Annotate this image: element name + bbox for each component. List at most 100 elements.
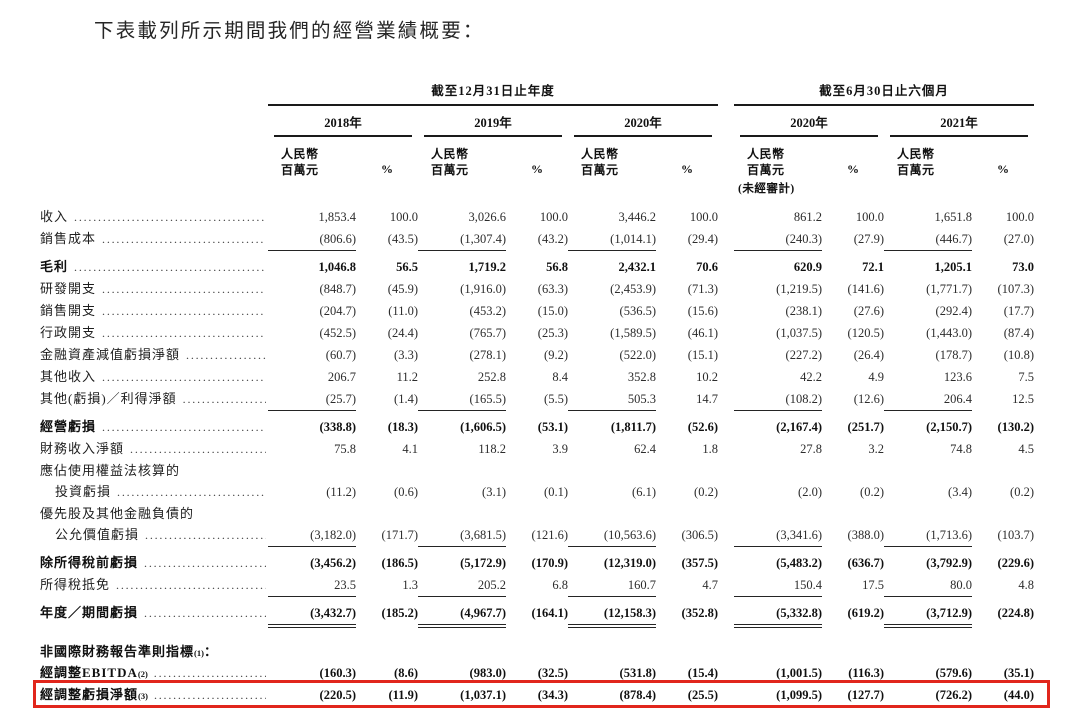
dot-leader [183,389,266,410]
cell-value: (2,167.4) [776,420,822,434]
cell-value: (1,037.1) [460,688,506,702]
cell-value: (27.9) [853,232,884,246]
cell-value: (1,916.0) [460,282,506,296]
cell-value: (3,341.6) [734,525,822,547]
cell-value: (60.7) [325,348,356,362]
cell-value: 1,205.1 [934,260,973,274]
cell-value: (636.7) [847,556,884,570]
cell-value: (5.5) [544,392,568,406]
cell-value: (848.7) [319,282,356,296]
dot-leader [116,575,266,596]
cell-value: (446.7) [884,229,972,251]
dot-leader [154,663,266,684]
cell-value: 100.0 [539,210,568,224]
cell-value: (227.2) [785,348,822,362]
year-header-2020: 2020年 [568,112,718,137]
cell-value: (9.2) [544,348,568,362]
year-header-2018: 2018年 [268,112,418,137]
table-row: 收入 1,853.4 100.0 3,026.6 100.0 3,446.2 100.0 86… [40,206,1034,228]
cell-value: 4.5 [1018,442,1034,456]
table-row: 金融資產減值虧損淨額 (60.7) (3.3) (278.1) (9.2) (522.0)… [40,344,1034,366]
table-row: 經營虧損 (338.8) (18.3) (1,606.5) (53.1) (1,811.7… [40,416,1034,438]
cell-value: (24.4) [387,326,418,340]
cell-value: 206.7 [327,370,356,384]
cell-value: 206.4 [884,389,972,411]
cell-value: (453.2) [469,304,506,318]
cell-value: (17.7) [1003,304,1034,318]
cell-value: (3,432.7) [268,603,356,628]
cell-value: (15.0) [537,304,568,318]
cell-value: (186.5) [381,556,418,570]
table-row: 其他(虧損)／利得淨額(25.7) (1.4)(165.5) (5.5)505.3 1… [40,388,1034,411]
dot-leader [144,603,266,624]
table-row: 公允價值虧損(3,182.0)(171.7)(3,681.5)(121.6)(1… [40,524,1034,547]
dot-leader [130,439,266,460]
cell-value: (452.5) [319,326,356,340]
cell-value: 3,026.6 [468,210,507,224]
cell-value: 1.8 [702,442,718,456]
cell-value: (1,771.7) [926,282,972,296]
cell-value: 4.1 [402,442,418,456]
cell-value: (229.6) [997,556,1034,570]
cell-value: 17.5 [862,578,884,592]
cell-value: (292.4) [935,304,972,318]
year-header-2021-interim: 2021年 [884,112,1034,137]
row-label: 收入 [40,206,268,228]
cell-value: (4,967.7) [418,603,506,628]
cell-value: (25.7) [268,389,356,411]
dot-leader [102,229,266,250]
cell-value: 861.2 [793,210,822,224]
cell-value: (32.5) [537,666,568,680]
cell-value: 150.4 [734,575,822,597]
cell-value: (238.1) [785,304,822,318]
dot-leader [102,301,266,322]
intro-text: 下表載列所示期間我們的經營業績概要： [94,21,485,42]
cell-value: (3,712.9) [884,603,972,628]
cell-value: (522.0) [619,348,656,362]
cell-value: 74.8 [950,442,972,456]
unaudited-note: (未經審計) [738,183,795,195]
dot-leader [74,257,266,278]
percent-header: % [531,162,543,176]
cell-value: (15.4) [687,666,718,680]
unit-header-row: 人民幣 百萬元 % 人民幣 百萬元 % 人民幣 百萬元 % 人民幣 百萬元 % 人民幣百… [40,146,1034,178]
cell-value: (164.1) [531,606,568,620]
cell-value: 4.7 [702,578,718,592]
table-row: 經調整EBITDA(2) (160.3) (8.6) (983.0) (32.5) (53… [40,662,1034,684]
table-row: 毛利 1,046.8 56.5 1,719.2 56.8 2,432.1 70.6 620.9… [40,256,1034,278]
cell-value: 6.8 [552,578,568,592]
cell-value: (141.6) [847,282,884,296]
cell-value: 7.5 [1018,370,1034,384]
cell-value: (34.3) [537,688,568,702]
cell-value: (171.7) [381,528,418,542]
cell-value: (178.7) [935,348,972,362]
cell-value: (306.5) [681,528,718,542]
cell-value: (0.6) [394,485,418,499]
cell-value: (0.1) [544,485,568,499]
header-spacer [40,80,268,106]
unit-header: 人民幣 百萬元 [897,147,935,177]
unit-header: 人民幣 百萬元 [281,147,319,177]
cell-value: (357.5) [681,556,718,570]
cell-value: (1,037.5) [776,326,822,340]
cell-value: 3.2 [868,442,884,456]
table-row: 應佔使用權益法核算的 [40,460,1034,481]
cell-value: 118.2 [478,442,506,456]
cell-value: (103.7) [997,528,1034,542]
row-label: 經調整虧損淨額 (3) [40,684,268,706]
table-row: 其他收入 206.7 11.2 252.8 8.4 352.8 10.2 42.2 4.9 123… [40,366,1034,388]
cell-value: 1.3 [402,578,418,592]
cell-value: (63.3) [537,282,568,296]
cell-value: (25.3) [537,326,568,340]
cell-value: (108.2) [734,389,822,411]
year-header-2020-interim: 2020年 [734,112,884,137]
cell-value: (25.5) [687,688,718,702]
table-row: 除所得稅前虧損 (3,456.2) (186.5) (5,172.9) (170.9) (… [40,552,1034,574]
cell-value: (11.0) [388,304,418,318]
cell-value: 3.9 [552,442,568,456]
cell-value: (10.8) [1003,348,1034,362]
dot-leader [102,367,266,388]
row-label: 除所得稅前虧損 [40,552,268,574]
table-row: 銷售成本(806.6) (43.5)(1,307.4) (43.2)(1,014.1… [40,228,1034,251]
header-spacer [40,180,734,199]
